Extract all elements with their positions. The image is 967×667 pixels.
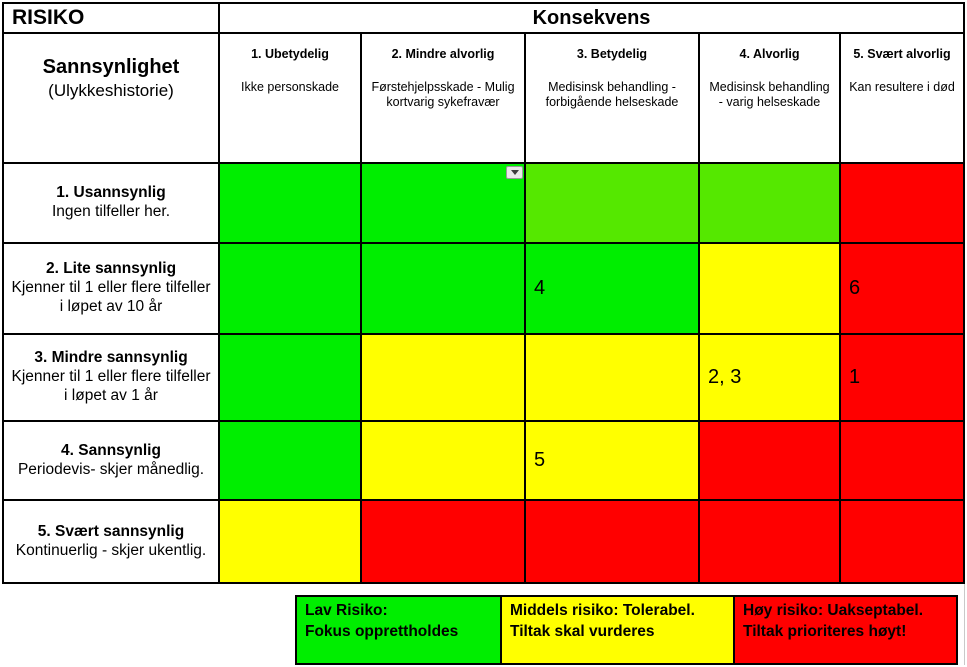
column-header-3-title: 3. Betydelig bbox=[576, 47, 648, 61]
row-header-4: 4. Sannsynlig Periodevis- skjer månedlig… bbox=[4, 422, 220, 501]
matrix-cell-r4c5[interactable] bbox=[841, 422, 965, 501]
probability-title: Sannsynlighet bbox=[42, 56, 180, 78]
matrix-cell-r1c3[interactable] bbox=[526, 164, 700, 244]
column-header-2: 2. Mindre alvorlig Førstehjelpsskade - M… bbox=[362, 34, 526, 164]
risk-legend: Lav Risiko: Fokus opprettholdes Middels … bbox=[295, 595, 958, 665]
matrix-cell-r3c2[interactable] bbox=[362, 335, 526, 422]
column-header-1-description: Ikke personskade bbox=[241, 79, 339, 94]
matrix-cell-r2c3[interactable]: 4 bbox=[526, 244, 700, 335]
matrix-cell-r5c1[interactable] bbox=[220, 501, 362, 584]
matrix-cell-r3c1[interactable] bbox=[220, 335, 362, 422]
matrix-cell-r3c3[interactable] bbox=[526, 335, 700, 422]
legend-medium-risk: Middels risiko: Tolerabel. Tiltak skal v… bbox=[502, 597, 735, 663]
matrix-cell-r1c2[interactable] bbox=[362, 164, 526, 244]
matrix-cell-r4c3[interactable]: 5 bbox=[526, 422, 700, 501]
matrix-cell-r5c5[interactable] bbox=[841, 501, 965, 584]
matrix-cell-value: 5 bbox=[534, 449, 546, 471]
row-header-2-title: 2. Lite sannsynlig bbox=[45, 260, 177, 278]
legend-high-risk-line1: Høy risiko: Uakseptabel. bbox=[743, 602, 924, 619]
row-header-3-title: 3. Mindre sannsynlig bbox=[34, 349, 188, 367]
legend-medium-risk-line2: Tiltak skal vurderes bbox=[510, 622, 655, 640]
row-header-1: 1. Usannsynlig Ingen tilfeller her. bbox=[4, 164, 220, 244]
legend-high-risk: Høy risiko: Uakseptabel. Tiltak priorite… bbox=[735, 597, 956, 663]
legend-low-risk: Lav Risiko: Fokus opprettholdes bbox=[297, 597, 502, 663]
column-header-4-description: Medisinsk behandling - varig helseskade bbox=[709, 79, 830, 110]
matrix-cell-r2c4[interactable] bbox=[700, 244, 841, 335]
legend-medium-risk-line1: Middels risiko: Tolerabel. bbox=[510, 602, 695, 619]
column-header-1-title: 1. Ubetydelig bbox=[251, 47, 329, 61]
row-header-5-description: Kontinuerlig - skjer ukentlig. bbox=[15, 541, 207, 559]
risk-matrix-table: RISIKO Konsekvens Sannsynlighet (Ulykkes… bbox=[2, 2, 965, 584]
column-header-5-title: 5. Svært alvorlig bbox=[853, 47, 951, 61]
row-header-5-title: 5. Svært sannsynlig bbox=[37, 522, 185, 540]
matrix-cell-value: 6 bbox=[849, 277, 861, 299]
column-header-5-description: Kan resultere i død bbox=[849, 79, 955, 94]
column-header-3-description: Medisinsk behandling - forbigående helse… bbox=[545, 79, 679, 110]
matrix-cell-r1c1[interactable] bbox=[220, 164, 362, 244]
legend-high-risk-line2: Tiltak prioriteres høyt! bbox=[743, 622, 907, 640]
row-header-2: 2. Lite sannsynlig Kjenner til 1 eller f… bbox=[4, 244, 220, 335]
row-header-1-description: Ingen tilfeller her. bbox=[51, 203, 171, 220]
matrix-cell-r1c5[interactable] bbox=[841, 164, 965, 244]
matrix-cell-value: 2, 3 bbox=[708, 366, 742, 388]
row-header-3: 3. Mindre sannsynlig Kjenner til 1 eller… bbox=[4, 335, 220, 422]
matrix-cell-r3c4[interactable]: 2, 3 bbox=[700, 335, 841, 422]
matrix-cell-r2c2[interactable] bbox=[362, 244, 526, 335]
matrix-cell-r5c3[interactable] bbox=[526, 501, 700, 584]
risk-title: RISIKO bbox=[4, 4, 220, 34]
row-header-3-description: Kjenner til 1 eller flere tilfeller i lø… bbox=[11, 368, 211, 404]
column-header-2-description: Førstehjelpsskade - Mulig kortvarig syke… bbox=[371, 79, 515, 110]
matrix-cell-value: 1 bbox=[849, 366, 861, 388]
matrix-cell-value: 4 bbox=[534, 277, 546, 299]
matrix-cell-r2c5[interactable]: 6 bbox=[841, 244, 965, 335]
matrix-cell-r5c4[interactable] bbox=[700, 501, 841, 584]
consequence-header: Konsekvens bbox=[220, 4, 965, 34]
matrix-cell-r1c4[interactable] bbox=[700, 164, 841, 244]
column-header-2-title: 2. Mindre alvorlig bbox=[391, 47, 495, 61]
probability-header: Sannsynlighet (Ulykkeshistorie) bbox=[4, 34, 220, 164]
matrix-cell-r4c2[interactable] bbox=[362, 422, 526, 501]
row-header-4-title: 4. Sannsynlig bbox=[61, 441, 161, 459]
column-header-5: 5. Svært alvorlig Kan resultere i død bbox=[841, 34, 965, 164]
row-header-5: 5. Svært sannsynlig Kontinuerlig - skjer… bbox=[4, 501, 220, 584]
column-header-4-title: 4. Alvorlig bbox=[739, 47, 800, 61]
row-header-1-title: 1. Usannsynlig bbox=[56, 184, 166, 202]
legend-low-risk-line1: Lav Risiko: bbox=[305, 602, 388, 619]
matrix-cell-r2c1[interactable] bbox=[220, 244, 362, 335]
column-header-4: 4. Alvorlig Medisinsk behandling - varig… bbox=[700, 34, 841, 164]
column-header-3: 3. Betydelig Medisinsk behandling - forb… bbox=[526, 34, 700, 164]
sheet-gridline bbox=[964, 584, 965, 665]
matrix-cell-r4c4[interactable] bbox=[700, 422, 841, 501]
chevron-down-icon bbox=[510, 170, 519, 175]
matrix-cell-r3c5[interactable]: 1 bbox=[841, 335, 965, 422]
matrix-cell-r4c1[interactable] bbox=[220, 422, 362, 501]
matrix-cell-r5c2[interactable] bbox=[362, 501, 526, 584]
row-header-4-description: Periodevis- skjer månedlig. bbox=[17, 460, 205, 478]
probability-subtitle: (Ulykkeshistorie) bbox=[48, 81, 174, 100]
column-header-1: 1. Ubetydelig Ikke personskade bbox=[220, 34, 362, 164]
cell-dropdown-button[interactable] bbox=[506, 166, 523, 179]
row-header-2-description: Kjenner til 1 eller flere tilfeller i lø… bbox=[11, 279, 211, 315]
legend-low-risk-line2: Fokus opprettholdes bbox=[305, 622, 459, 640]
